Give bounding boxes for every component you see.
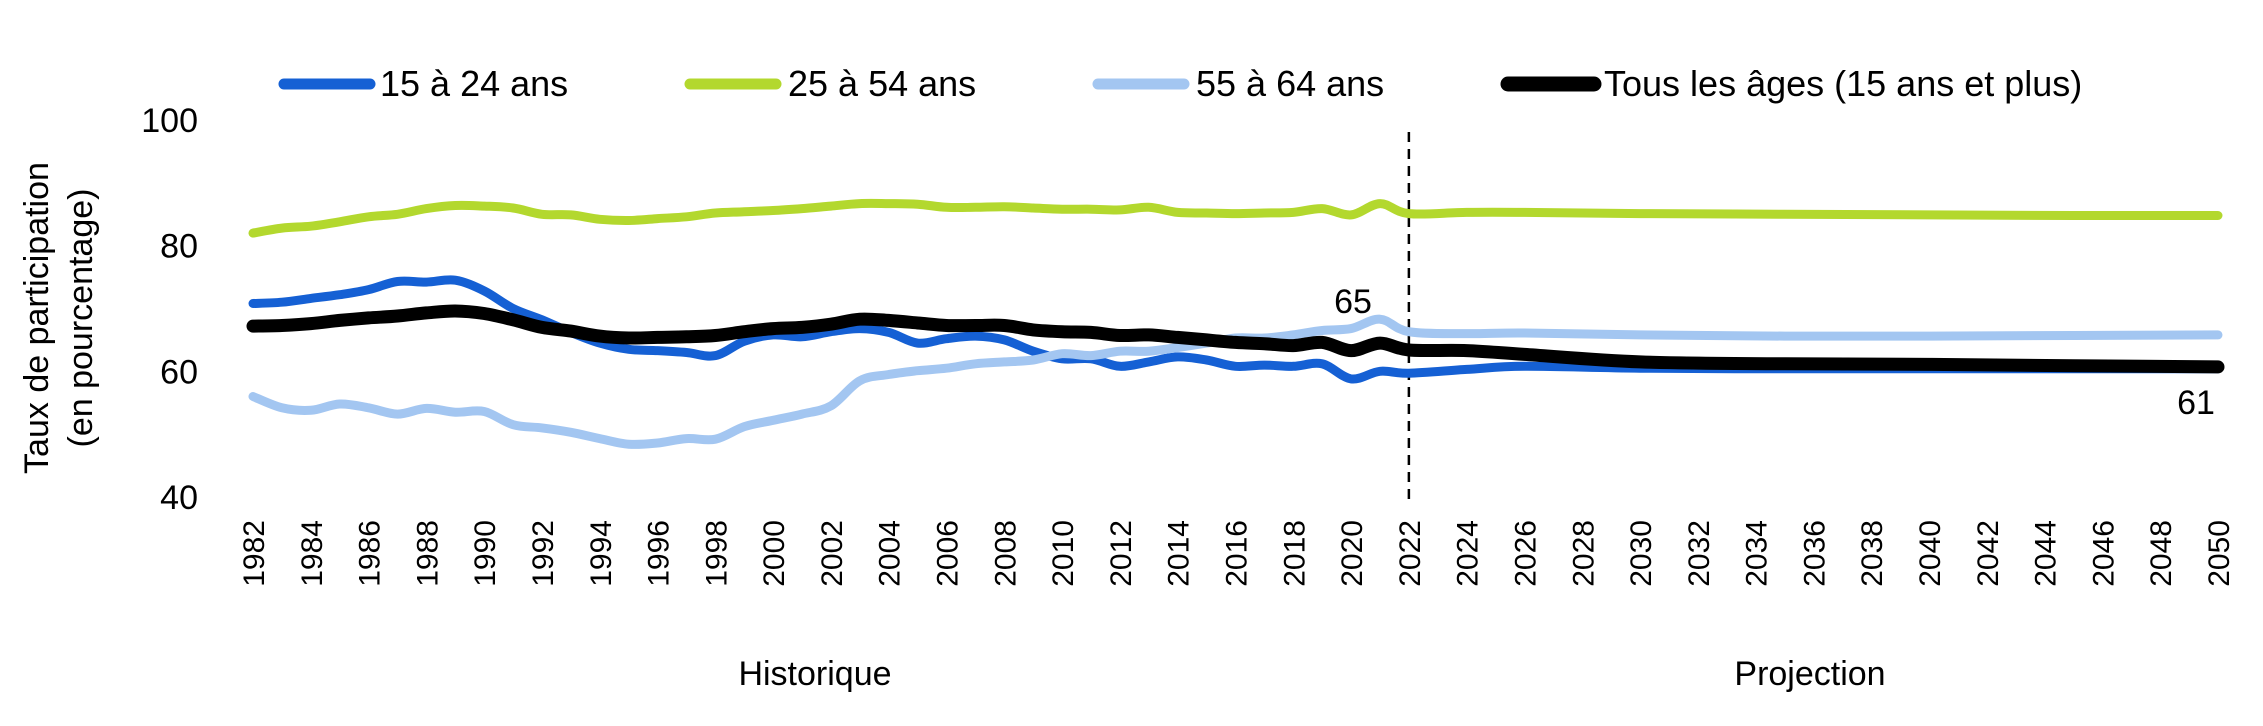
x-tick-label-2026: 2026 (1509, 520, 1542, 587)
x-tick-label-1992: 1992 (527, 520, 560, 587)
x-tick-label-2020: 2020 (1336, 520, 1369, 587)
section-label-projection: Projection (1734, 655, 1885, 693)
y-tick-labels: 40 60 80 100 (141, 102, 198, 517)
x-tick-label-2014: 2014 (1163, 520, 1196, 587)
legend-label-3: 55 à 64 ans (1196, 63, 1384, 104)
legend: 15 à 24 ans 25 à 54 ans 55 à 64 ans Tous le… (278, 63, 2082, 104)
x-tick-label-2022: 2022 (1394, 520, 1427, 587)
x-tick-label-2034: 2034 (1741, 520, 1774, 587)
x-tick-label-2032: 2032 (1683, 520, 1716, 587)
x-tick-label-2046: 2046 (2087, 520, 2120, 587)
series-line-1 (248, 275, 2223, 384)
x-tick-label-2030: 2030 (1625, 520, 1658, 587)
x-tick-label-2008: 2008 (989, 520, 1022, 587)
y-axis-title-line-2: (en pourcentage) (62, 189, 100, 448)
x-tick-label-2028: 2028 (1567, 520, 1600, 587)
x-tick-label-2048: 2048 (2145, 520, 2178, 587)
legend-label-1: 15 à 24 ans (380, 63, 568, 104)
x-tick-label-2010: 2010 (1047, 520, 1080, 587)
x-tick-label-2050: 2050 (2203, 520, 2236, 587)
x-tick-label-2036: 2036 (1798, 520, 1831, 587)
section-labels: Historique Projection (738, 655, 1885, 693)
x-tick-label-2018: 2018 (1278, 520, 1311, 587)
x-tick-label-1984: 1984 (296, 520, 329, 587)
x-tick-label-2024: 2024 (1452, 520, 1485, 587)
x-tick-label-2040: 2040 (1914, 520, 1947, 587)
section-label-historique: Historique (738, 655, 891, 693)
x-tick-label-2002: 2002 (816, 520, 849, 587)
x-tick-label-1996: 1996 (643, 520, 676, 587)
annotation-61: 61 (2177, 384, 2215, 422)
x-tick-label-1994: 1994 (585, 520, 618, 587)
x-tick-label-1990: 1990 (469, 520, 502, 587)
x-tick-label-2004: 2004 (874, 520, 907, 587)
annotation-65: 65 (1334, 283, 1372, 321)
x-tick-label-2006: 2006 (932, 520, 965, 587)
series-line-3 (248, 314, 2223, 449)
x-tick-label-2016: 2016 (1221, 520, 1254, 587)
annotations: 65 61 (1334, 283, 2215, 422)
series-lines (246, 198, 2225, 449)
y-tick-label-40: 40 (160, 479, 198, 517)
x-tick-label-2038: 2038 (1856, 520, 1889, 587)
y-axis: Taux de participation (en pourcentage) (18, 162, 100, 474)
y-tick-label-80: 80 (160, 228, 198, 266)
y-tick-label-60: 60 (160, 353, 198, 391)
legend-label-2: 25 à 54 ans (788, 63, 976, 104)
x-tick-labels: 1982 1984 1986 1988 1990 1992 1994 1996 1998 2000… (238, 520, 2236, 587)
series-line-4 (246, 304, 2225, 374)
series-line-2 (248, 198, 2223, 238)
x-tick-label-2042: 2042 (1972, 520, 2005, 587)
legend-label-4: Tous les âges (15 ans et plus) (1604, 63, 2082, 104)
x-tick-label-2012: 2012 (1105, 520, 1138, 587)
x-tick-label-2044: 2044 (2030, 520, 2063, 587)
y-tick-label-100: 100 (141, 102, 198, 140)
x-tick-label-1988: 1988 (411, 520, 444, 587)
x-tick-label-1982: 1982 (238, 520, 271, 587)
y-axis-title-line-1: Taux de participation (18, 162, 56, 474)
x-tick-label-1998: 1998 (700, 520, 733, 587)
x-tick-label-1986: 1986 (354, 520, 387, 587)
x-tick-label-2000: 2000 (758, 520, 791, 587)
